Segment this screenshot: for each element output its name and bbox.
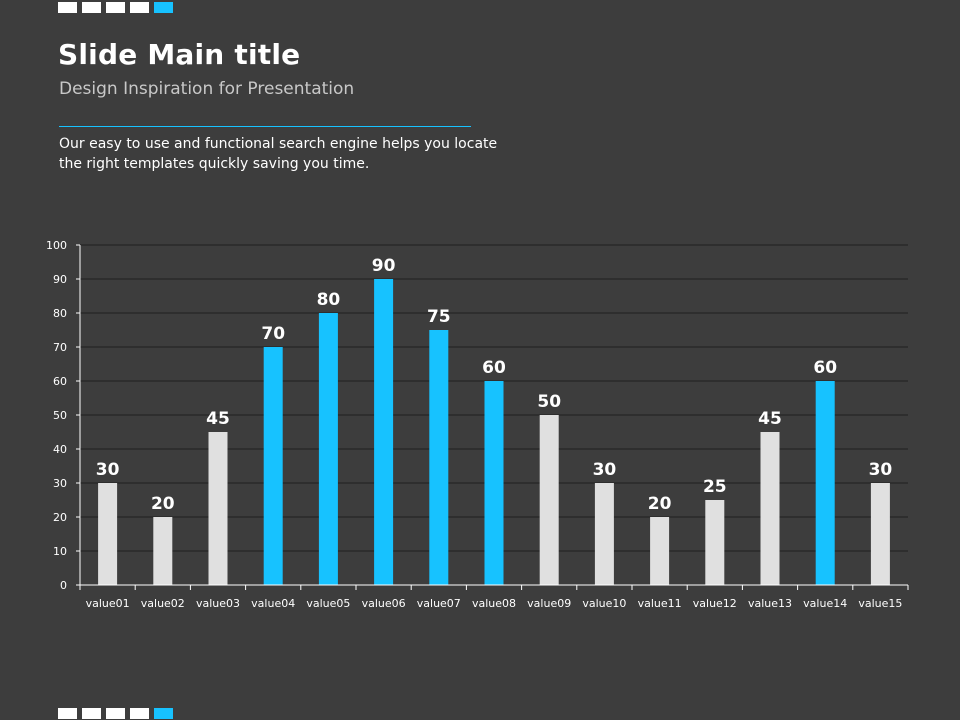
x-tick-label: value15 <box>858 597 902 610</box>
x-tick-label: value13 <box>748 597 792 610</box>
decor-square <box>130 708 149 719</box>
decor-square <box>58 708 77 719</box>
x-tick-label: value01 <box>86 597 130 610</box>
data-label: 90 <box>372 256 396 276</box>
bar <box>153 517 173 585</box>
x-tick-label: value06 <box>362 597 406 610</box>
y-tick-label: 50 <box>53 409 67 422</box>
y-tick-label: 30 <box>53 477 67 490</box>
bar <box>650 517 670 585</box>
data-label: 20 <box>151 494 175 514</box>
slide-subtitle: Design Inspiration for Presentation <box>59 79 355 99</box>
y-tick-label: 20 <box>53 511 67 524</box>
bar <box>760 432 780 585</box>
decor-square <box>106 708 125 719</box>
decor-square-accent <box>154 708 173 719</box>
chart-labels: 0 10 20 30 40 50 60 70 80 90 100 30 value01 20 value02… <box>46 239 902 610</box>
bar <box>705 500 725 585</box>
bar <box>208 432 228 585</box>
y-tick-label: 70 <box>53 341 67 354</box>
decor-square <box>58 2 77 13</box>
data-label: 30 <box>869 460 893 480</box>
x-tick-label: value05 <box>306 597 350 610</box>
data-label: 70 <box>261 324 285 344</box>
x-tick-label: value10 <box>582 597 626 610</box>
decor-square <box>130 2 149 13</box>
bar <box>870 483 890 585</box>
data-label: 45 <box>206 409 230 429</box>
y-tick-label: 0 <box>60 579 67 592</box>
data-label: 20 <box>648 494 672 514</box>
data-label: 45 <box>758 409 782 429</box>
bar <box>374 279 394 585</box>
bar <box>539 415 559 585</box>
x-tick-label: value12 <box>693 597 737 610</box>
bar <box>484 381 504 585</box>
data-label: 75 <box>427 307 451 327</box>
decor-square <box>82 2 101 13</box>
x-tick-label: value07 <box>417 597 461 610</box>
bar <box>318 313 338 585</box>
bar <box>429 330 449 585</box>
decor-square <box>106 2 125 13</box>
data-label: 80 <box>317 290 341 310</box>
y-tick-label: 40 <box>53 443 67 456</box>
y-tick-label: 10 <box>53 545 67 558</box>
bar <box>594 483 614 585</box>
slide-description: Our easy to use and functional search en… <box>59 136 498 172</box>
bar-chart: 0 10 20 30 40 50 60 70 80 90 100 30 value01 20 value02… <box>46 239 909 610</box>
y-tick-label: 90 <box>53 273 67 286</box>
x-tick-label: value08 <box>472 597 516 610</box>
y-tick-label: 60 <box>53 375 67 388</box>
x-tick-label: value03 <box>196 597 240 610</box>
data-label: 25 <box>703 477 727 497</box>
data-label: 50 <box>537 392 561 412</box>
data-label: 60 <box>813 358 837 378</box>
data-label: 30 <box>593 460 617 480</box>
data-label: 60 <box>482 358 506 378</box>
decor-squares-top <box>58 2 173 13</box>
x-tick-label: value14 <box>803 597 847 610</box>
data-label: 30 <box>96 460 120 480</box>
bar <box>98 483 118 585</box>
chart-bars <box>98 279 890 585</box>
decor-square-accent <box>154 2 173 13</box>
x-tick-label: value02 <box>141 597 185 610</box>
x-tick-label: value04 <box>251 597 295 610</box>
y-tick-label: 100 <box>46 239 67 252</box>
decor-square <box>82 708 101 719</box>
x-tick-label: value11 <box>638 597 682 610</box>
y-tick-label: 80 <box>53 307 67 320</box>
chart-axes <box>76 244 909 590</box>
slide-title: Slide Main title <box>58 38 301 71</box>
title-divider <box>59 126 471 127</box>
bar <box>263 347 283 585</box>
decor-squares-bottom <box>58 708 173 719</box>
x-tick-label: value09 <box>527 597 571 610</box>
bar <box>815 381 835 585</box>
